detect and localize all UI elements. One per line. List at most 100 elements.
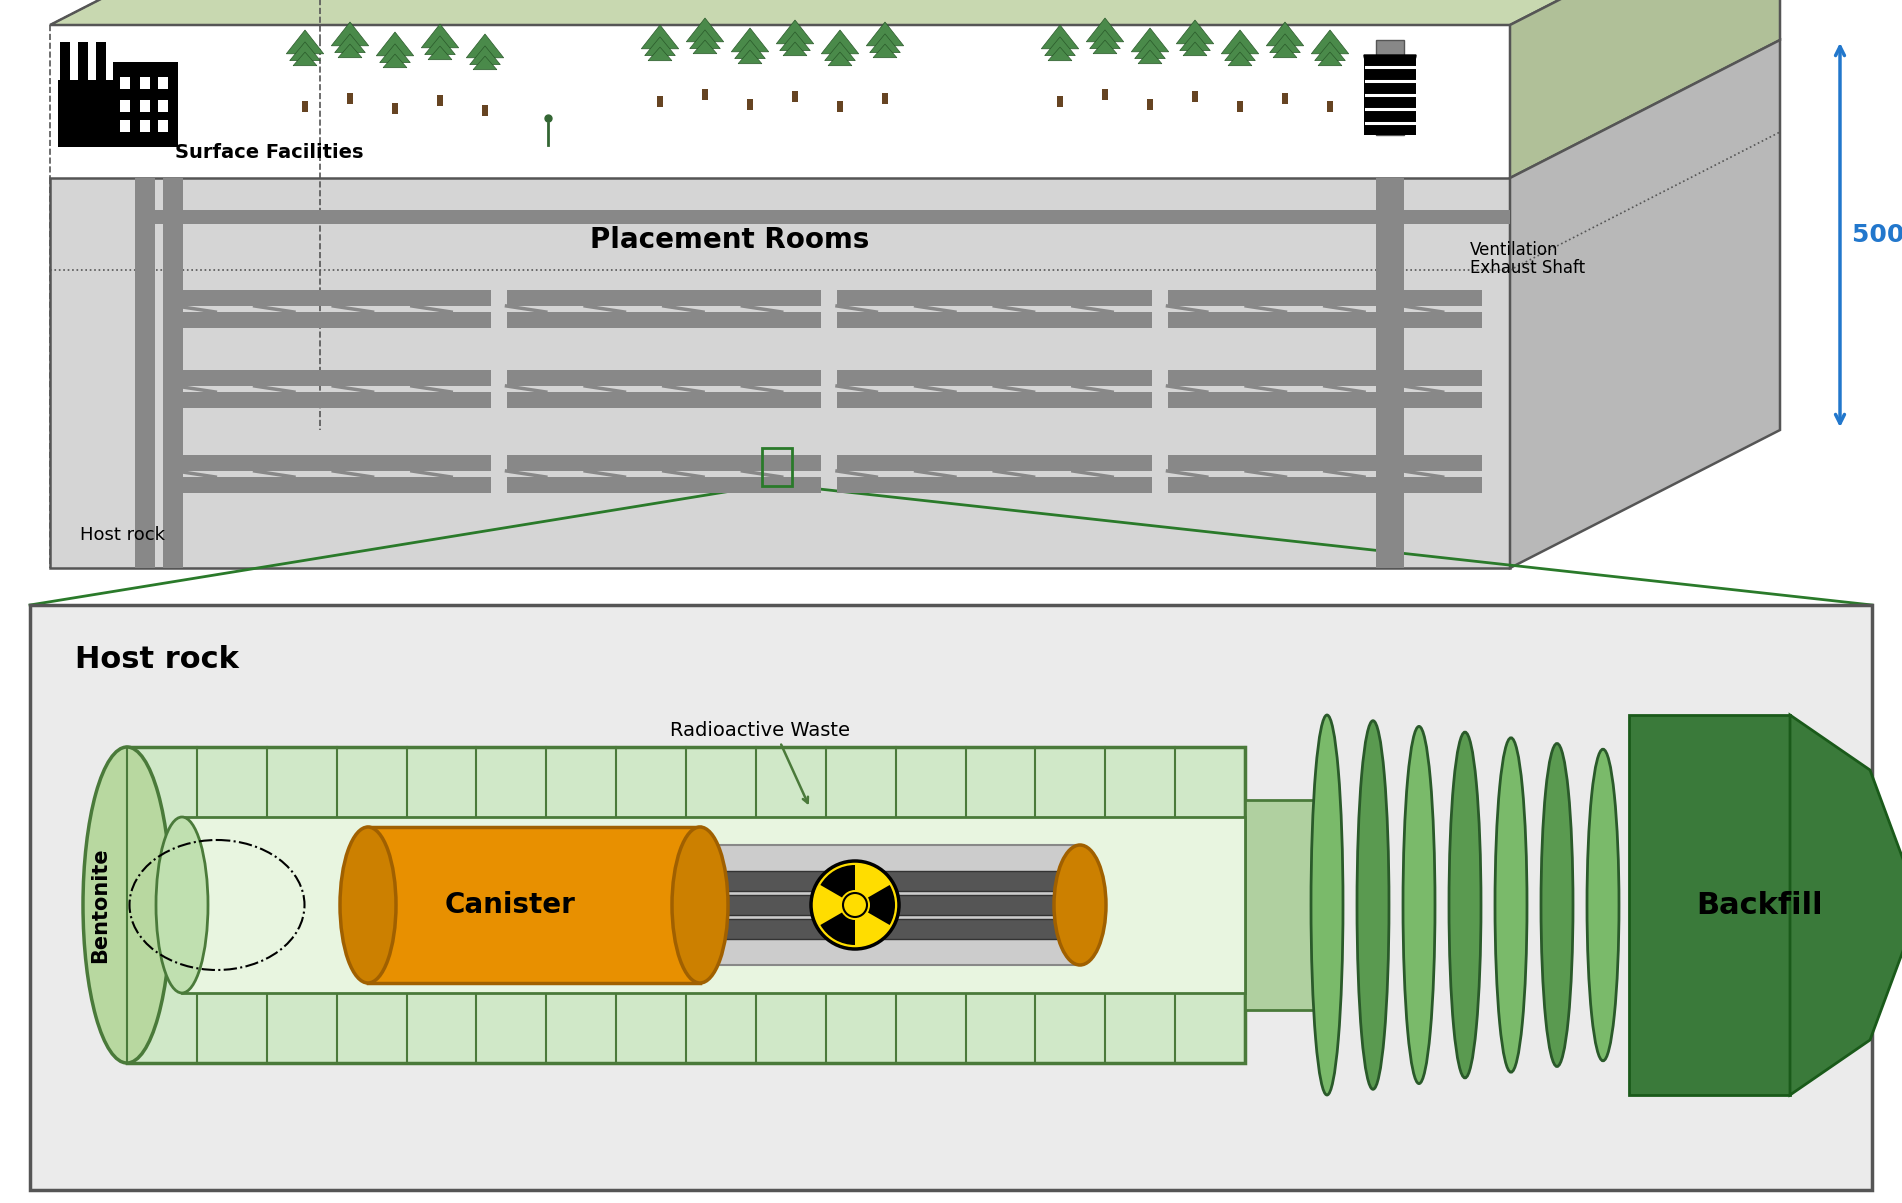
Polygon shape [339, 45, 361, 58]
Polygon shape [183, 817, 1246, 992]
Polygon shape [120, 77, 129, 89]
Polygon shape [1168, 478, 1482, 493]
Polygon shape [1267, 22, 1303, 46]
Polygon shape [706, 919, 1059, 940]
Polygon shape [1147, 100, 1153, 109]
Polygon shape [1048, 47, 1073, 60]
Polygon shape [1193, 91, 1198, 101]
Polygon shape [1628, 715, 1790, 1095]
Polygon shape [1272, 45, 1297, 58]
Polygon shape [164, 178, 183, 568]
Polygon shape [287, 30, 323, 54]
Polygon shape [1375, 40, 1404, 135]
Polygon shape [837, 290, 1151, 306]
Polygon shape [692, 40, 717, 54]
Polygon shape [506, 392, 822, 408]
Polygon shape [706, 871, 1059, 891]
Ellipse shape [84, 747, 171, 1063]
Polygon shape [120, 100, 129, 112]
Polygon shape [177, 371, 491, 386]
Polygon shape [135, 178, 154, 568]
Polygon shape [382, 54, 407, 67]
Polygon shape [127, 747, 1246, 1063]
Polygon shape [1168, 371, 1482, 386]
Polygon shape [49, 178, 1510, 568]
Polygon shape [1221, 30, 1259, 54]
Text: Surface Facilities: Surface Facilities [175, 142, 363, 161]
Polygon shape [837, 478, 1151, 493]
Polygon shape [1314, 42, 1345, 60]
Text: 500 m: 500 m [1853, 223, 1902, 247]
Polygon shape [57, 81, 112, 147]
Polygon shape [1364, 55, 1415, 135]
Ellipse shape [340, 826, 396, 983]
Polygon shape [1044, 37, 1075, 55]
Polygon shape [474, 57, 496, 70]
Polygon shape [873, 45, 898, 58]
Polygon shape [1510, 40, 1780, 568]
Polygon shape [1086, 18, 1124, 42]
Polygon shape [776, 20, 814, 43]
Polygon shape [466, 34, 504, 58]
Ellipse shape [1310, 715, 1343, 1095]
Polygon shape [883, 94, 888, 103]
Polygon shape [377, 32, 415, 55]
Wedge shape [820, 865, 856, 897]
Polygon shape [730, 28, 768, 52]
Polygon shape [78, 42, 87, 84]
Polygon shape [506, 455, 822, 472]
Polygon shape [837, 371, 1151, 386]
Polygon shape [120, 120, 129, 132]
Polygon shape [690, 845, 1080, 965]
Polygon shape [506, 290, 822, 306]
Polygon shape [837, 455, 1151, 472]
Polygon shape [837, 392, 1151, 408]
Polygon shape [367, 826, 700, 983]
Polygon shape [1183, 42, 1208, 55]
Text: Canister: Canister [445, 891, 576, 919]
Polygon shape [658, 96, 662, 107]
Wedge shape [820, 913, 856, 946]
Ellipse shape [1054, 845, 1105, 965]
Text: Host rock: Host rock [74, 646, 240, 675]
Polygon shape [645, 37, 675, 55]
Polygon shape [1282, 94, 1288, 103]
Polygon shape [1238, 101, 1242, 112]
Polygon shape [380, 43, 411, 63]
Polygon shape [1364, 55, 1415, 71]
Polygon shape [392, 103, 398, 113]
Circle shape [810, 861, 900, 949]
Text: Placement Rooms: Placement Rooms [590, 226, 869, 254]
Text: Bentonite: Bentonite [89, 847, 110, 962]
Polygon shape [348, 94, 352, 103]
Text: Ventilation: Ventilation [1470, 241, 1558, 259]
Ellipse shape [1541, 743, 1573, 1067]
Ellipse shape [1586, 749, 1619, 1061]
Polygon shape [1168, 290, 1482, 306]
Polygon shape [827, 52, 852, 66]
Polygon shape [49, 0, 1780, 25]
Polygon shape [734, 40, 765, 59]
Polygon shape [1168, 455, 1482, 472]
Polygon shape [738, 51, 763, 64]
Polygon shape [822, 30, 858, 54]
Polygon shape [837, 312, 1151, 328]
Wedge shape [867, 885, 896, 925]
Polygon shape [641, 25, 679, 49]
Text: Backfill: Backfill [1697, 890, 1822, 919]
Ellipse shape [1356, 721, 1388, 1089]
Polygon shape [177, 290, 491, 306]
Ellipse shape [1495, 737, 1527, 1072]
Polygon shape [158, 77, 167, 89]
Polygon shape [1094, 40, 1116, 54]
Polygon shape [1168, 392, 1482, 408]
Polygon shape [1179, 32, 1210, 51]
Polygon shape [141, 120, 150, 132]
Polygon shape [335, 34, 365, 53]
Polygon shape [1328, 101, 1333, 112]
Polygon shape [177, 392, 491, 408]
Polygon shape [837, 101, 843, 112]
Polygon shape [302, 101, 308, 112]
Ellipse shape [671, 826, 728, 983]
Polygon shape [1090, 30, 1120, 48]
